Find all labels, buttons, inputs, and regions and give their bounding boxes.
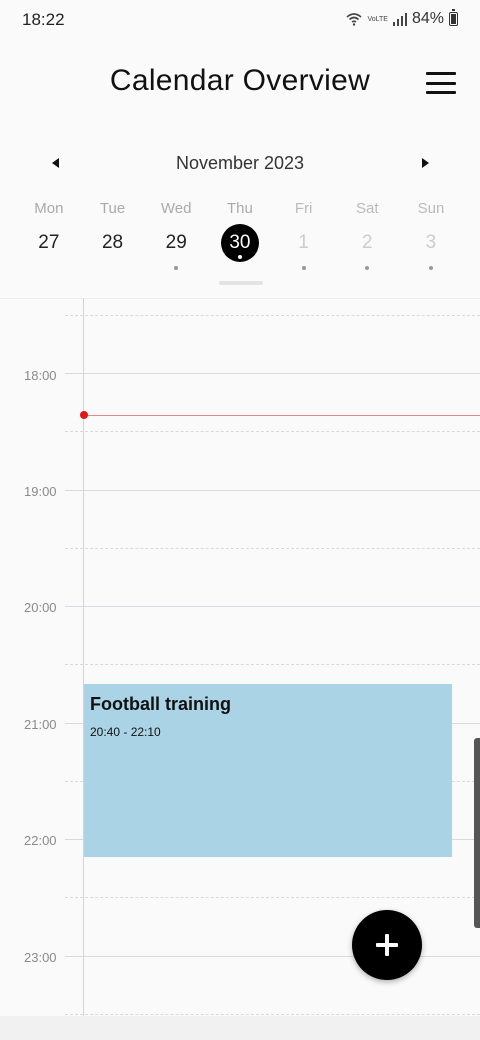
day-sat[interactable]: Sat 2 [335, 198, 399, 270]
app-header: Calendar Overview [0, 40, 480, 124]
divider [0, 298, 480, 299]
hour-line [65, 956, 480, 957]
day-number: 29 [165, 232, 187, 253]
chevron-left-icon[interactable] [45, 153, 65, 173]
add-event-button[interactable] [352, 910, 422, 980]
scrollbar[interactable] [474, 738, 480, 928]
event-dot [428, 266, 433, 270]
page-title: Calendar Overview [109, 64, 371, 97]
day-name: Sat [356, 200, 379, 217]
half-hour-line [65, 897, 480, 898]
day-name: Thu [226, 200, 253, 217]
month-label: November 2023 [175, 153, 305, 173]
half-hour-line [65, 431, 480, 432]
half-hour-line [65, 315, 480, 316]
day-timeline[interactable]: 18:00 19:00 20:00 21:00 22:00 23:00 Foot… [0, 298, 480, 1040]
hour-label: 21:00 [24, 717, 57, 732]
plus-icon [376, 934, 398, 956]
day-wed[interactable]: Wed 29 [144, 198, 208, 270]
menu-icon[interactable] [426, 72, 456, 94]
day-sun[interactable]: Sun 3 [399, 198, 463, 270]
day-name: Fri [294, 200, 313, 217]
hour-line [65, 490, 480, 491]
event-dot [237, 255, 242, 259]
hour-label: 18:00 [24, 368, 57, 383]
half-hour-line [65, 1014, 480, 1015]
day-number: 3 [425, 232, 437, 253]
day-number: 27 [38, 232, 60, 253]
drag-handle[interactable] [219, 281, 263, 285]
current-time-dot [80, 411, 88, 419]
day-name: Wed [160, 200, 192, 217]
week-strip: Mon 27 Tue 28 Wed 29 Thu 30 Fri 1 Sat 2 … [17, 198, 463, 270]
chevron-right-icon[interactable] [415, 153, 435, 173]
day-name: Tue [99, 200, 126, 217]
event-title: Football training [90, 694, 231, 714]
battery-percent: 84% [411, 10, 444, 27]
month-navigation: November 2023 [0, 148, 480, 178]
half-hour-line [65, 664, 480, 665]
status-icons: VoLTE 84% [346, 9, 458, 28]
hour-label: 22:00 [24, 833, 57, 848]
signal-icon [392, 12, 407, 26]
day-name: Mon [34, 200, 64, 217]
hour-label: 20:00 [24, 600, 57, 615]
day-fri[interactable]: Fri 1 [272, 198, 336, 270]
day-name: Sun [417, 200, 445, 217]
wifi-icon [346, 13, 362, 26]
battery-icon [449, 9, 458, 26]
time-axis-line [83, 298, 84, 1016]
event-time: 20:40 - 22:10 [90, 725, 161, 739]
half-hour-line [65, 548, 480, 549]
day-thu-selected[interactable]: Thu 30 [208, 198, 272, 268]
day-number: 30 [229, 232, 251, 253]
bottom-bar [0, 1016, 480, 1040]
day-number: 1 [298, 232, 309, 253]
hour-label: 19:00 [24, 484, 57, 499]
status-time: 18:22 [22, 10, 65, 29]
event-card[interactable]: Football training 20:40 - 22:10 [84, 684, 452, 857]
current-time-line [84, 415, 480, 416]
event-dot [301, 266, 306, 270]
hour-label: 23:00 [24, 950, 57, 965]
day-mon[interactable]: Mon 27 [17, 198, 81, 268]
event-dot [365, 266, 370, 270]
volte-icon: VoLTE [367, 15, 388, 23]
hour-line [65, 373, 480, 374]
day-tue[interactable]: Tue 28 [81, 198, 145, 268]
event-dot [174, 266, 179, 270]
status-bar: 18:22 VoLTE 84% [0, 0, 480, 40]
hour-line [65, 606, 480, 607]
day-number: 2 [361, 232, 373, 253]
day-number: 28 [101, 232, 124, 253]
